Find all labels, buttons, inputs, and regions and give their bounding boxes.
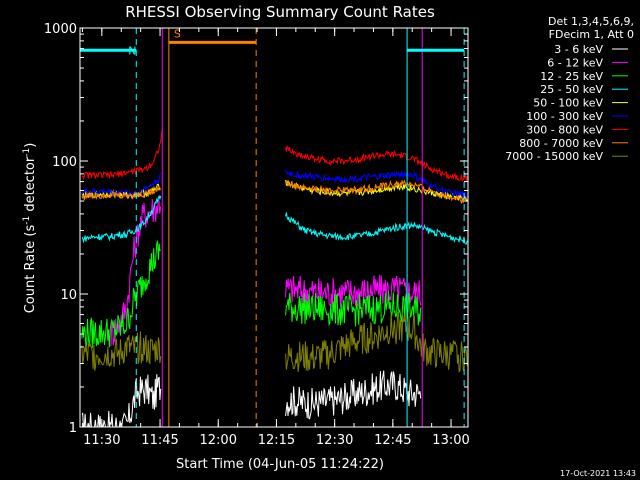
legend-entry-label: 3 - 6 keV	[554, 43, 603, 56]
x-tick-label: 11:30	[83, 433, 120, 448]
x-tick-label: 12:00	[200, 433, 237, 448]
series-line	[81, 179, 468, 205]
series-line	[81, 311, 468, 373]
x-axis-label: Start Time (04-Jun-05 11:24:22)	[176, 457, 384, 472]
series-line	[81, 169, 468, 199]
x-tick-label: 12:45	[374, 433, 411, 448]
series-line	[81, 128, 468, 183]
status-bars: NS	[80, 27, 465, 57]
timestamp-footer: 17-Oct-2021 13:43	[560, 469, 636, 478]
legend-entry-label: 50 - 100 keV	[533, 97, 603, 110]
plot-frame	[79, 27, 469, 428]
legend-entry-label: 7000 - 15000 keV	[505, 150, 603, 163]
legend-entry-label: 6 - 12 keV	[547, 56, 603, 69]
x-tick-label: 12:15	[258, 433, 295, 448]
series-layer	[81, 128, 468, 427]
y-tick-label: 1	[69, 421, 77, 436]
x-tick-label: 11:45	[141, 433, 178, 448]
status-bar-label: S	[174, 27, 181, 40]
series-line	[81, 239, 422, 349]
legend-entry-label: 100 - 300 keV	[526, 110, 603, 123]
y-tick-label: 10	[60, 288, 77, 303]
legend: Det 1,3,4,5,6,9, FDecim 1, Att 0 3 - 6 k…	[505, 15, 634, 163]
x-axis: 11:30 11:45 12:00 12:15 12:30 12:45 13:00	[81, 28, 470, 448]
legend-entry-label: 800 - 7000 keV	[519, 137, 603, 150]
legend-entry-label: 25 - 50 keV	[540, 83, 603, 96]
series-line	[81, 194, 468, 245]
legend-header-line-1: Det 1,3,4,5,6,9,	[548, 15, 634, 28]
x-tick-label: 13:00	[432, 433, 469, 448]
y-tick-label: 100	[52, 155, 77, 170]
legend-entry-label: 300 - 800 keV	[526, 123, 603, 136]
status-bar-label: N	[128, 44, 136, 57]
legend-entry-label: 12 - 25 keV	[540, 70, 603, 83]
series-line	[81, 370, 422, 427]
y-axis: 1 10 100 1000	[44, 22, 468, 436]
x-tick-label: 12:30	[316, 433, 353, 448]
y-axis-label: Count Rate (s-1 detector-1)	[22, 143, 38, 314]
y-tick-label: 1000	[44, 22, 77, 37]
legend-header-line-2: FDecim 1, Att 0	[549, 28, 634, 41]
chart-title: RHESSI Observing Summary Count Rates	[125, 3, 435, 21]
